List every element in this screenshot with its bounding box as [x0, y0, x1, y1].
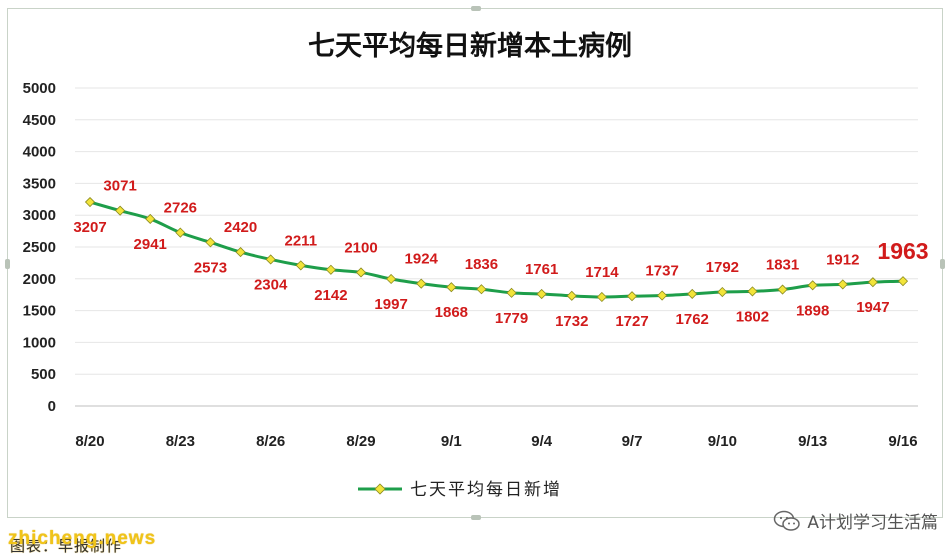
data-label: 1947 [856, 299, 889, 316]
x-tick-label: 9/16 [888, 433, 917, 450]
data-label: 2100 [344, 239, 377, 256]
data-labels: 3207 3071 2941 2726 2573 2420 2304 2211 2142 2100… [73, 178, 928, 330]
data-label: 3071 [103, 178, 136, 195]
y-tick-label: 5000 [23, 80, 56, 97]
data-label: 1831 [766, 257, 799, 274]
legend-marker [374, 483, 386, 495]
x-tick-label: 8/29 [346, 433, 375, 450]
data-point [446, 282, 457, 293]
data-point [355, 267, 367, 278]
data-label: 1997 [374, 296, 407, 313]
x-tick-label: 9/1 [441, 433, 462, 450]
data-label: 2420 [224, 219, 257, 236]
x-tick-label: 9/13 [798, 433, 827, 450]
data-point [235, 247, 246, 258]
data-point [265, 254, 276, 265]
resize-handle-right[interactable] [940, 259, 945, 269]
x-tick-label: 9/7 [622, 433, 643, 450]
x-tick-label: 9/4 [531, 433, 553, 450]
legend-label: 七天平均每日新增 [410, 480, 562, 500]
line-chart: 七天平均每日新增本土病例 0 500 1000 1500 2000 2500 3000 350… [23, 30, 929, 500]
data-label: 1761 [525, 261, 558, 278]
y-tick-label: 1000 [23, 334, 56, 351]
y-axis: 0 500 1000 1500 2000 2500 3000 3500 4000 4500 5000 [23, 80, 56, 415]
data-point [506, 287, 517, 298]
data-label: 2304 [254, 276, 288, 293]
data-label: 2573 [194, 259, 227, 276]
data-point [687, 288, 698, 300]
data-label: 1762 [676, 311, 709, 328]
data-point [145, 213, 156, 225]
data-label: 1802 [736, 308, 769, 325]
data-label: 1727 [615, 313, 648, 330]
data-label: 1868 [435, 304, 468, 321]
source-text: A计划学习生活篇 [807, 513, 938, 533]
data-point [777, 284, 788, 295]
wechat-icon [774, 510, 801, 531]
data-label: 2726 [164, 200, 197, 217]
data-point [416, 278, 427, 289]
data-point [626, 291, 638, 302]
data-point [175, 227, 186, 238]
data-label: 1963 [877, 238, 928, 264]
y-tick-label: 0 [48, 398, 56, 415]
x-tick-label: 8/26 [256, 433, 285, 450]
data-point [807, 280, 818, 291]
y-tick-label: 4500 [23, 112, 56, 129]
data-label: 1898 [796, 302, 829, 319]
source-attribution: A计划学习生活篇 [773, 508, 938, 533]
data-label: 1836 [465, 256, 498, 273]
data-point [897, 276, 909, 287]
x-tick-label: 9/10 [708, 433, 737, 450]
y-tick-label: 4000 [23, 144, 56, 161]
data-point [205, 237, 216, 248]
data-label: 1924 [405, 251, 439, 268]
data-point [386, 273, 397, 285]
data-label: 1737 [645, 263, 678, 280]
x-tick-label: 8/23 [166, 433, 195, 450]
data-point [867, 277, 878, 288]
grid [75, 87, 918, 407]
resize-handle-left[interactable] [5, 259, 10, 269]
y-tick-label: 2000 [23, 271, 56, 288]
x-tick-label: 8/20 [75, 433, 104, 450]
data-label: 3207 [73, 219, 106, 236]
data-label: 2941 [134, 236, 167, 253]
data-point [295, 260, 306, 271]
data-label: 2211 [285, 232, 318, 249]
x-axis: 8/20 8/23 8/26 8/29 9/1 9/4 9/7 9/10 9/13 9/16 [75, 433, 917, 450]
series-line [84, 196, 909, 303]
y-tick-label: 2500 [23, 239, 56, 256]
data-point [84, 196, 96, 208]
y-tick-label: 3000 [23, 207, 56, 224]
chart-title: 七天平均每日新增本土病例 [308, 30, 632, 62]
data-label: 1779 [495, 310, 528, 327]
watermark-text: zhicheng.news [8, 528, 157, 549]
data-point [536, 288, 547, 300]
watermark: 图表：早报制作 zhicheng.news [8, 528, 157, 555]
data-point [325, 264, 336, 275]
chart-frame [5, 6, 945, 520]
data-label: 1714 [585, 264, 619, 281]
data-point [837, 279, 848, 290]
data-point [476, 284, 487, 295]
data-point [717, 286, 728, 298]
resize-handle-bottom[interactable] [471, 515, 481, 520]
data-point [566, 290, 577, 301]
data-label: 1912 [826, 251, 859, 268]
y-tick-label: 3500 [23, 175, 56, 192]
data-label: 1792 [706, 259, 739, 276]
resize-handle-top[interactable] [471, 6, 481, 11]
y-tick-label: 500 [31, 366, 56, 383]
data-point [747, 286, 758, 297]
data-point [115, 205, 126, 216]
data-label: 2142 [314, 287, 347, 304]
data-point [596, 291, 607, 303]
legend: 七天平均每日新增 [358, 480, 562, 500]
series-path [89, 200, 904, 299]
data-point [657, 290, 668, 301]
data-label: 1732 [555, 313, 588, 330]
y-tick-label: 1500 [23, 303, 56, 320]
